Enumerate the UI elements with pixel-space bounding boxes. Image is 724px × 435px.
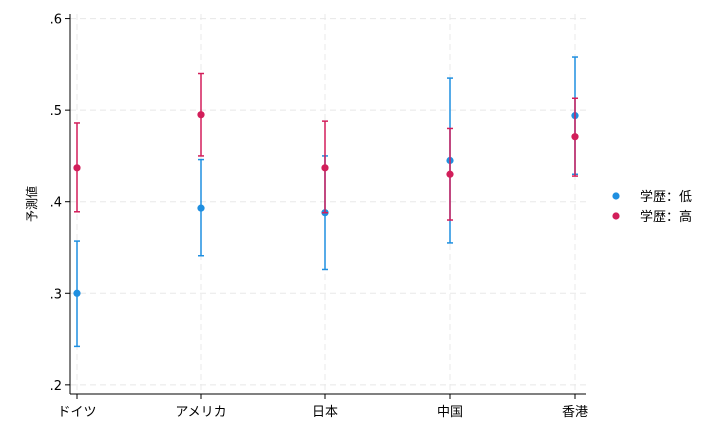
legend: 学歴：低学歴：高 — [612, 189, 692, 225]
y-ticks: .2 .3 .4 .5 .6 — [50, 13, 70, 394]
error-bar-point — [73, 240, 81, 348]
legend-label: 学歴：高 — [640, 209, 692, 225]
y-tick-label: .2 — [50, 379, 62, 394]
data-point — [571, 133, 579, 141]
data-point — [197, 204, 205, 212]
error-bar-point — [571, 97, 579, 177]
legend-marker — [612, 192, 620, 200]
legend-marker — [612, 212, 620, 220]
x-tick-label: ドイツ — [57, 405, 96, 420]
y-tick-label: .3 — [50, 287, 62, 302]
y-tick-label: .6 — [50, 13, 62, 28]
data-point — [73, 289, 81, 297]
error-bar-point — [321, 120, 329, 214]
x-tick-label: アメリカ — [175, 405, 226, 420]
axes — [69, 14, 586, 395]
data-point — [73, 164, 81, 172]
x-tick-label: 日本 — [312, 405, 338, 420]
error-bar-point — [197, 158, 205, 257]
legend-item: 学歴：低 — [612, 189, 692, 205]
error-bar-point — [446, 127, 454, 221]
plot-area — [67, 14, 586, 394]
data-marks — [73, 56, 579, 348]
data-point — [321, 164, 329, 172]
x-tick-labels: ドイツ アメリカ 日本 中国 香港 — [57, 394, 588, 420]
error-bar-point — [73, 122, 81, 213]
data-point — [197, 111, 205, 119]
x-tick-label: 中国 — [437, 405, 463, 420]
y-axis-title: 予測値 — [24, 186, 39, 222]
legend-label: 学歴：低 — [640, 189, 692, 205]
y-tick-label: .5 — [50, 104, 62, 119]
data-point — [446, 170, 454, 178]
x-tick-label: 香港 — [562, 405, 588, 420]
error-bar-point — [197, 72, 205, 157]
legend-item: 学歴：高 — [612, 209, 692, 225]
y-tick-label: .4 — [50, 196, 62, 211]
